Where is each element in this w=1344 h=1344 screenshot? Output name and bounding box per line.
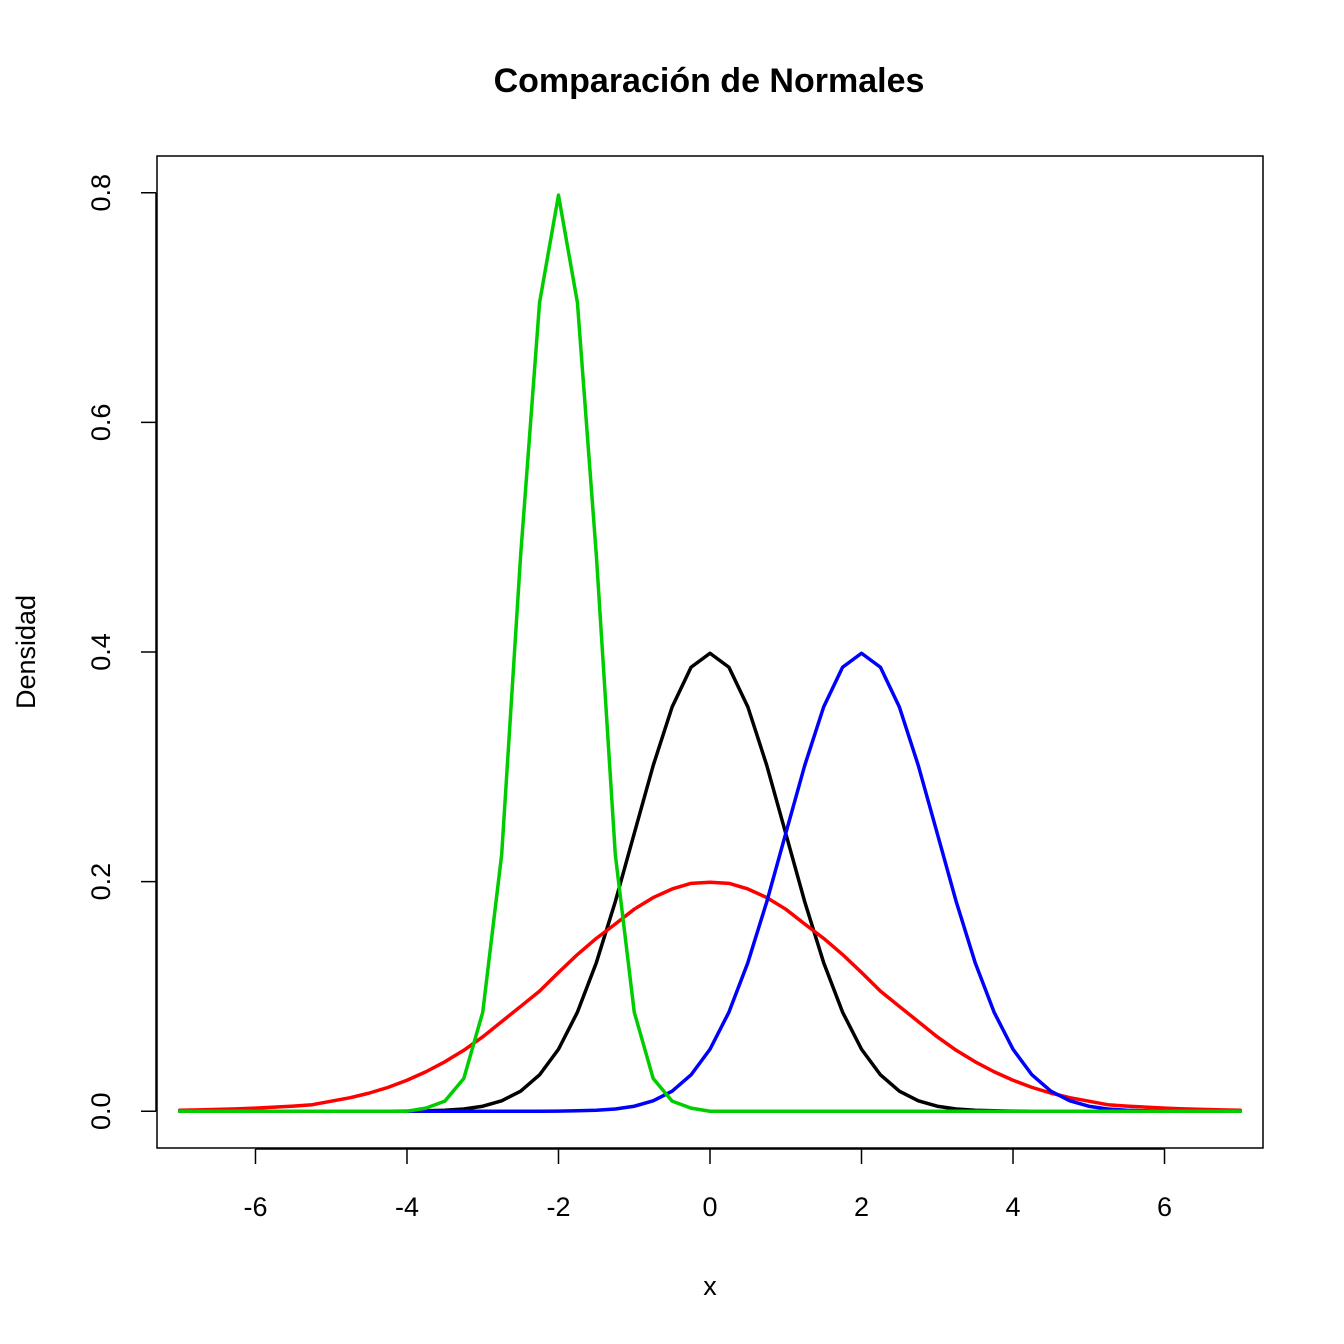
x-axis: -6 -4 -2 0 2 4 6 (243, 1148, 1172, 1222)
y-axis-label: Densidad (11, 595, 41, 709)
y-tick-label: 0.4 (86, 633, 116, 671)
series-group (177, 193, 1243, 1114)
x-tick-label: 2 (854, 1192, 869, 1222)
y-tick-label: 0.6 (86, 404, 116, 442)
y-tick-label: 0.8 (86, 174, 116, 212)
x-tick-label: -6 (243, 1192, 267, 1222)
series-line-4 (177, 193, 1243, 1114)
y-tick-label: 0.2 (86, 863, 116, 901)
x-tick-label: 4 (1005, 1192, 1020, 1222)
chart-title: Comparación de Normales (494, 62, 925, 100)
x-tick-label: -2 (546, 1192, 570, 1222)
series-line-2 (177, 880, 1243, 1112)
y-axis: 0.0 0.2 0.4 0.6 0.8 (86, 174, 157, 1130)
x-axis-label: x (703, 1271, 717, 1301)
x-tick-label: 6 (1157, 1192, 1172, 1222)
y-tick-label: 0.0 (86, 1092, 116, 1130)
x-tick-label: -4 (395, 1192, 419, 1222)
x-tick-label: 0 (702, 1192, 717, 1222)
plot-frame (156, 155, 1264, 1149)
